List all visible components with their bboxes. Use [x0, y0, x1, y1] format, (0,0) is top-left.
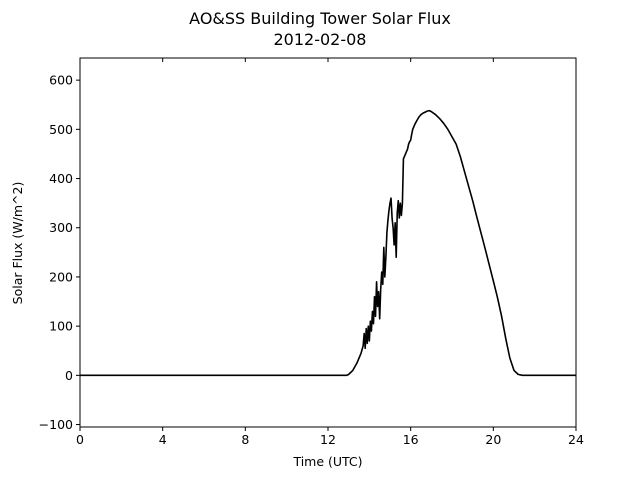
y-tick-label: 100	[49, 319, 73, 334]
y-axis: −100 0 100 200 300 400 500 600	[39, 73, 80, 432]
plot-frame	[79, 57, 577, 428]
x-axis-label: Time (UTC)	[292, 454, 362, 469]
plot-area	[80, 109, 576, 377]
y-tick-label: 0	[65, 368, 73, 383]
x-tick-label: 16	[403, 432, 419, 447]
series-line-0	[80, 109, 576, 377]
x-tick-label: 4	[159, 432, 167, 447]
y-tick-label: −100	[39, 417, 73, 432]
y-axis-label: Solar Flux (W/m^2)	[10, 182, 25, 305]
x-tick-label: 0	[76, 432, 84, 447]
x-tick-label: 24	[568, 432, 584, 447]
y-tick-label: 300	[49, 220, 73, 235]
y-tick-label: 600	[49, 73, 73, 88]
x-axis: 0 4 8 12 16 20 24	[76, 58, 584, 447]
y-tick-label: 400	[49, 171, 73, 186]
chart-subtitle: 2012-02-08	[274, 30, 367, 49]
y-tick-label: 500	[49, 122, 73, 137]
x-tick-label: 20	[485, 432, 501, 447]
y-tick-label: 200	[49, 269, 73, 284]
x-tick-label: 12	[320, 432, 336, 447]
x-tick-label: 8	[241, 432, 249, 447]
chart-title: AO&SS Building Tower Solar Flux	[189, 9, 451, 28]
